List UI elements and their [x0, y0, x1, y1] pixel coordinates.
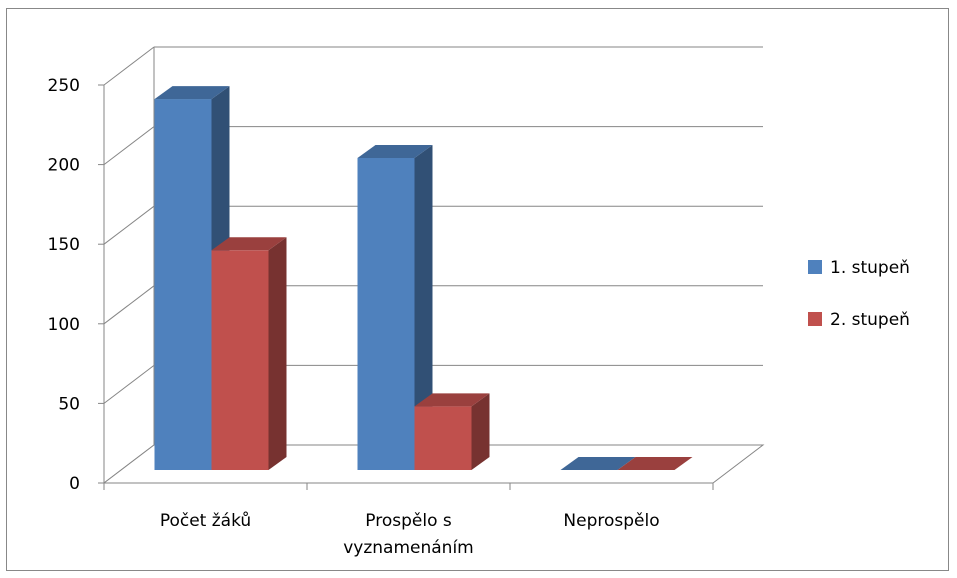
- bar-top: [211, 237, 287, 251]
- side-gridline: [103, 365, 155, 404]
- x-category-label: Neprospělo: [563, 511, 659, 531]
- bar: [414, 393, 490, 470]
- bar: [560, 457, 636, 470]
- bar-front: [211, 250, 269, 470]
- legend-swatch: [808, 312, 822, 326]
- bar-front: [357, 157, 415, 470]
- bar: [617, 457, 693, 470]
- legend-swatch: [808, 260, 822, 274]
- bar-top: [617, 457, 693, 470]
- bar-side: [268, 237, 287, 470]
- bar-top: [414, 393, 490, 407]
- side-gridline: [103, 126, 155, 165]
- bar: [211, 237, 287, 470]
- bar-side: [471, 393, 490, 470]
- bar-front: [414, 406, 472, 470]
- side-gridline: [103, 46, 155, 86]
- bar-front: [154, 99, 212, 471]
- y-tick-label: 150: [48, 235, 80, 255]
- side-gridline: [103, 285, 155, 325]
- x-category-label: vyznamenáním: [343, 538, 474, 558]
- bar-top: [154, 86, 230, 100]
- bar-side: [414, 144, 433, 470]
- bar-top: [560, 457, 636, 470]
- bar-top: [357, 144, 433, 158]
- y-tick-label: 50: [58, 394, 80, 414]
- legend-label: 1. stupeň: [830, 258, 910, 278]
- y-tick-label: 0: [69, 474, 80, 494]
- legend: 1. stupeň 2. stupeň: [808, 258, 910, 330]
- x-category-label: Prospělo s: [365, 511, 452, 531]
- x-category-label: Počet žáků: [160, 511, 251, 531]
- side-gridline: [103, 205, 155, 245]
- legend-label: 2. stupeň: [830, 310, 910, 330]
- bar: [357, 144, 433, 470]
- y-tick-label: 200: [48, 156, 80, 176]
- y-tick-label: 100: [48, 315, 80, 335]
- y-tick-label: 250: [48, 76, 80, 96]
